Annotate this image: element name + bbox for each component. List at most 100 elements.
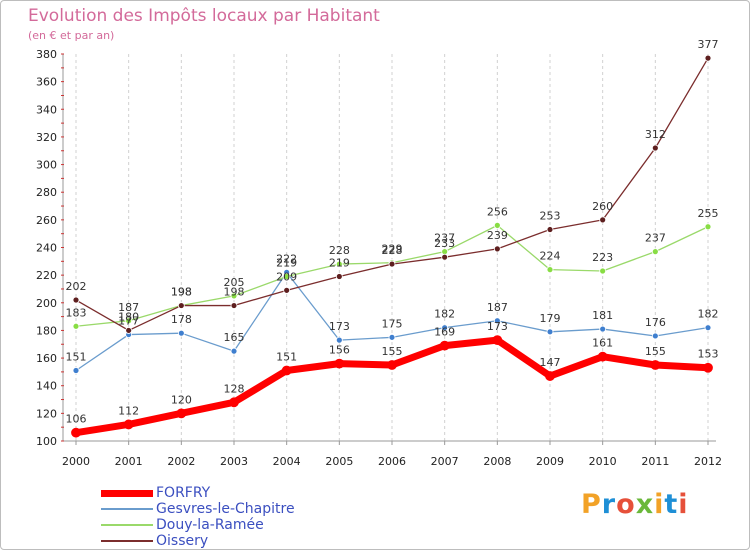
point-oissery-2012 bbox=[704, 54, 712, 62]
point-forfry-2011 bbox=[650, 360, 661, 370]
point-douy-la-ram-e-2005 bbox=[335, 260, 343, 268]
point-forfry-2008 bbox=[492, 335, 503, 346]
y-tick-label-380: 380 bbox=[36, 48, 57, 61]
point-douy-la-ram-e-2003 bbox=[230, 292, 238, 300]
label-douy-la-ram-e-2010: 223 bbox=[592, 251, 613, 264]
legend-swatch-douy-la-ram-e bbox=[101, 524, 153, 526]
label-oissery-2012: 377 bbox=[698, 38, 719, 51]
point-gesvres-le-chapitre-2009 bbox=[546, 328, 554, 336]
label-forfry-2006: 155 bbox=[382, 345, 403, 358]
legend-label-douy-la-ram-e: Douy-la-Ramée bbox=[156, 517, 264, 533]
point-douy-la-ram-e-2011 bbox=[651, 248, 659, 256]
label-gesvres-le-chapitre-2010: 181 bbox=[592, 309, 613, 322]
point-forfry-2001 bbox=[123, 419, 134, 430]
label-oissery-2002: 198 bbox=[171, 286, 192, 299]
label-oissery-2010: 260 bbox=[592, 200, 613, 213]
point-gesvres-le-chapitre-2005 bbox=[335, 336, 343, 344]
point-forfry-2007 bbox=[439, 340, 450, 351]
point-forfry-2004 bbox=[281, 365, 292, 376]
point-douy-la-ram-e-2010 bbox=[599, 267, 607, 275]
y-tick-label-220: 220 bbox=[36, 269, 57, 282]
label-oissery-2006: 228 bbox=[382, 244, 403, 257]
label-gesvres-le-chapitre-2008: 187 bbox=[487, 301, 508, 314]
label-forfry-2012: 153 bbox=[698, 348, 719, 361]
point-forfry-2010 bbox=[597, 351, 608, 362]
label-gesvres-le-chapitre-2009: 179 bbox=[540, 312, 561, 325]
label-forfry-2007: 169 bbox=[434, 326, 455, 339]
point-oissery-2002 bbox=[177, 302, 185, 309]
label-douy-la-ram-e-2008: 256 bbox=[487, 205, 508, 218]
label-forfry-2004: 151 bbox=[276, 351, 297, 364]
x-tick-label-2004: 2004 bbox=[273, 455, 301, 468]
label-oissery-2004: 209 bbox=[276, 270, 297, 283]
label-gesvres-le-chapitre-2002: 178 bbox=[171, 313, 192, 326]
label-forfry-2011: 155 bbox=[645, 345, 666, 358]
y-tick-label-120: 120 bbox=[36, 407, 57, 420]
point-forfry-2006 bbox=[387, 360, 397, 370]
point-oissery-2006 bbox=[388, 260, 396, 268]
point-oissery-2005 bbox=[335, 273, 343, 280]
label-douy-la-ram-e-2007: 237 bbox=[434, 232, 455, 245]
label-forfry-2008: 173 bbox=[487, 320, 508, 333]
legend-label-forfry: FORFRY bbox=[156, 485, 211, 501]
label-douy-la-ram-e-2000: 183 bbox=[66, 306, 87, 319]
label-douy-la-ram-e-2006: 229 bbox=[382, 243, 403, 256]
label-douy-la-ram-e-2011: 237 bbox=[645, 232, 666, 245]
x-tick-label-2005: 2005 bbox=[325, 455, 353, 468]
point-gesvres-le-chapitre-2000 bbox=[72, 367, 80, 374]
label-oissery-2007: 233 bbox=[434, 237, 455, 250]
label-oissery-2009: 253 bbox=[540, 210, 561, 223]
logo-letter: x bbox=[635, 489, 655, 520]
label-gesvres-le-chapitre-2007: 182 bbox=[434, 308, 455, 321]
label-forfry-2010: 161 bbox=[592, 337, 613, 350]
legend-swatch-oissery bbox=[101, 540, 153, 542]
x-tick-label-2007: 2007 bbox=[431, 455, 459, 468]
point-forfry-2003 bbox=[229, 397, 239, 408]
point-forfry-2009 bbox=[545, 371, 555, 381]
x-tick-label-2001: 2001 bbox=[115, 455, 143, 468]
logo-letter: i bbox=[654, 489, 665, 520]
label-gesvres-le-chapitre-2006: 175 bbox=[382, 317, 403, 330]
legend-label-oissery: Oissery bbox=[156, 533, 209, 549]
y-tick-label-100: 100 bbox=[36, 435, 57, 448]
y-tick-label-200: 200 bbox=[36, 297, 57, 310]
x-tick-label-2012: 2012 bbox=[694, 455, 722, 468]
y-tick-label-160: 160 bbox=[36, 352, 57, 365]
label-gesvres-le-chapitre-2004: 222 bbox=[276, 252, 297, 265]
label-douy-la-ram-e-2012: 255 bbox=[698, 207, 719, 220]
point-douy-la-ram-e-2012 bbox=[704, 223, 712, 231]
point-gesvres-le-chapitre-2007 bbox=[441, 324, 449, 332]
point-gesvres-le-chapitre-2003 bbox=[230, 347, 238, 355]
label-gesvres-le-chapitre-2005: 173 bbox=[329, 320, 350, 333]
x-tick-label-2008: 2008 bbox=[483, 455, 511, 468]
label-douy-la-ram-e-2002: 198 bbox=[171, 286, 192, 299]
logo-letter: i bbox=[678, 489, 689, 520]
label-forfry-2003: 128 bbox=[224, 382, 245, 395]
point-douy-la-ram-e-2004 bbox=[283, 273, 291, 280]
label-forfry-2005: 156 bbox=[329, 344, 350, 357]
label-oissery-2005: 219 bbox=[329, 257, 350, 270]
label-douy-la-ram-e-2003: 205 bbox=[224, 276, 245, 289]
y-tick-label-320: 320 bbox=[36, 131, 57, 144]
y-tick-label-340: 340 bbox=[36, 103, 57, 116]
point-oissery-2007 bbox=[441, 253, 449, 261]
point-gesvres-le-chapitre-2006 bbox=[388, 333, 396, 341]
x-tick-label-2011: 2011 bbox=[641, 455, 669, 468]
x-tick-label-2002: 2002 bbox=[167, 455, 195, 468]
label-oissery-2000: 202 bbox=[66, 280, 87, 293]
y-tick-label-240: 240 bbox=[36, 242, 57, 255]
logo-letter: r bbox=[601, 489, 617, 520]
label-oissery-2011: 312 bbox=[645, 128, 666, 141]
y-tick-label-300: 300 bbox=[36, 159, 57, 172]
legend-label-gesvres-le-chapitre: Gesvres-le-Chapitre bbox=[156, 501, 295, 517]
label-douy-la-ram-e-2004: 219 bbox=[276, 257, 297, 270]
label-douy-la-ram-e-2001: 187 bbox=[118, 301, 139, 314]
y-tick-label-260: 260 bbox=[36, 214, 57, 227]
point-oissery-2000 bbox=[72, 296, 80, 304]
point-oissery-2004 bbox=[283, 286, 291, 294]
chart-title: Evolution des Impôts locaux par Habitant bbox=[28, 6, 380, 26]
point-oissery-2011 bbox=[651, 144, 659, 152]
point-gesvres-le-chapitre-2002 bbox=[177, 329, 185, 337]
